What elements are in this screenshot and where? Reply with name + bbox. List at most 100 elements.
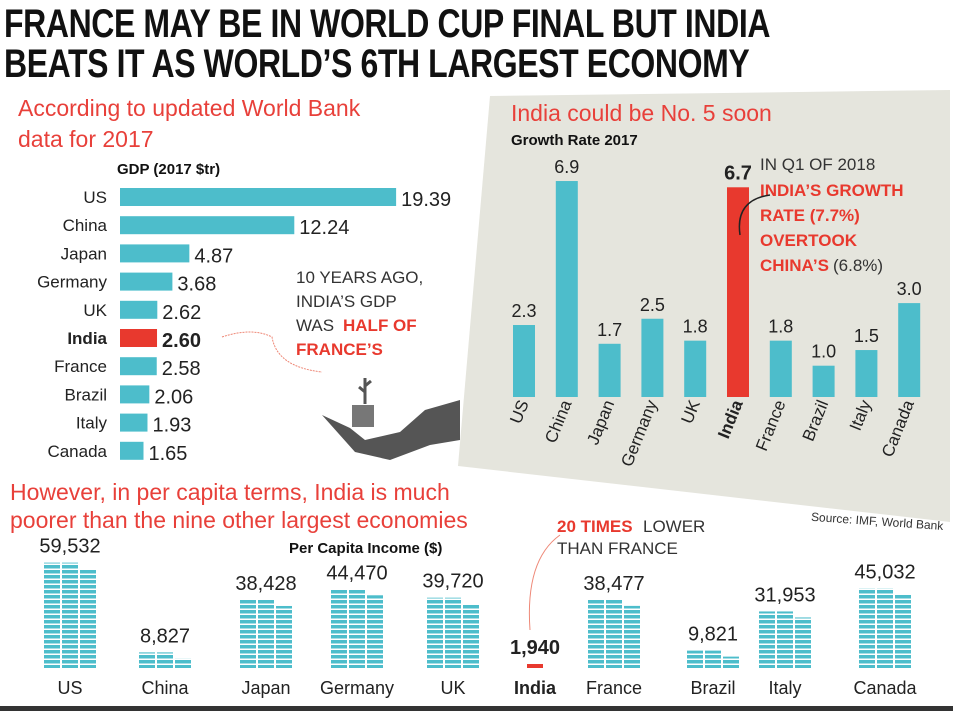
gdp-category-label: US [83,188,107,207]
growth-value-label: 1.5 [854,326,879,346]
per-capita-value-label: 9,821 [688,624,738,646]
per-capita-bar-japan [276,605,292,668]
per-capita-category-label: Germany [320,678,394,698]
growth-bar-india [727,187,749,397]
per-capita-annotation-c: THAN FRANCE [557,539,678,558]
per-capita-bar-china [157,652,173,668]
gdp-bar-france [120,357,157,376]
gdp-bar-india [120,329,158,347]
growth-bar-france [769,340,792,397]
per-capita-value-label: 38,477 [583,573,644,595]
gdp-annotation-line2: INDIA’S GDP [296,292,397,311]
growth-bar-canada [898,303,921,397]
per-capita-bar-france [624,605,640,668]
gdp-bar-germany [120,272,173,291]
gdp-annotation-line4: FRANCE’S [296,340,383,359]
growth-value-label: 6.7 [724,162,752,184]
per-capita-bar-japan [240,599,256,668]
per-capita-bar-uk [427,597,443,668]
per-capita-bar-france [588,599,604,668]
gdp-intro-line-1: According to updated World Bank [18,95,361,121]
gdp-bar-japan [120,244,190,263]
per-capita-category-label: Italy [768,678,801,698]
per-capita-bar-china [175,658,191,668]
per-capita-value-label: 59,532 [39,536,100,558]
growth-annotation-line4: OVERTOOK [760,231,858,250]
gdp-annotation-line1: 10 YEARS AGO, [296,268,423,287]
growth-annotation-line2: INDIA’S GROWTH [760,181,904,200]
per-capita-bar-france [606,599,622,668]
per-capita-bar-brazil [705,650,721,668]
growth-annotation-line1: IN Q1 OF 2018 [760,155,875,174]
growth-annotation-line5a: CHINA’S [760,256,829,275]
gdp-bar-canada [120,441,144,460]
per-capita-category-label: China [141,678,189,698]
per-capita-bar-us [44,562,60,668]
per-capita-bar-india [527,664,543,668]
growth-annotation-line5b: (6.8%) [833,256,883,275]
gdp-bar-italy [120,413,148,432]
headline-line-2: BEATS IT AS WORLD’S 6TH LARGEST ECONOMY [4,42,750,86]
growth-bar-japan [598,343,621,397]
growth-bar-italy [855,350,878,397]
per-capita-value-label: 38,428 [235,573,296,595]
per-capita-bar-germany [367,595,383,668]
per-capita-category-label: US [57,678,82,698]
growth-panel-background [458,90,950,522]
per-capita-category-label: Japan [241,678,290,698]
per-capita-bar-germany [349,589,365,668]
gdp-intro-line-2: data for 2017 [18,126,154,152]
per-capita-value-label: 1,940 [510,637,560,659]
bottom-border [0,706,953,711]
per-capita-bar-italy [759,611,775,668]
growth-bar-brazil [812,365,835,397]
gdp-value-label: 2.60 [162,330,201,352]
per-capita-bar-brazil [687,650,703,668]
per-capita-bar-uk [445,597,461,668]
gdp-value-label: 3.68 [177,274,216,296]
hand-with-plant-icon [322,378,460,460]
growth-chart-subtitle: Growth Rate 2017 [511,132,638,149]
per-capita-annotation-b: LOWER [643,517,705,536]
per-capita-value-label: 45,032 [854,561,915,583]
per-capita-arrow [528,534,561,631]
per-capita-bar-canada [877,588,893,668]
gdp-category-label: UK [83,301,107,320]
gdp-annotation-line3a: WAS [296,316,334,335]
gdp-value-label: 2.58 [162,358,201,380]
gdp-chart-title: GDP (2017 $tr) [117,161,220,178]
per-capita-category-label: Canada [853,678,917,698]
per-capita-category-label: India [514,678,557,698]
per-capita-annotation-a: 20 TIMES [557,517,633,536]
gdp-category-label: Canada [47,442,107,461]
growth-bar-us [513,325,535,397]
per-capita-value-label: 39,720 [422,571,483,593]
per-capita-value-label: 8,827 [140,625,190,647]
gdp-value-label: 2.62 [162,302,201,324]
gdp-bar-uk [120,300,158,319]
per-capita-intro-line-1: However, in per capita terms, India is m… [10,479,450,505]
gdp-category-label: India [67,329,107,348]
per-capita-bar-brazil [723,656,739,668]
gdp-category-label: Germany [37,273,107,292]
gdp-value-label: 1.65 [148,443,187,465]
per-capita-bar-canada [895,594,911,668]
growth-bar-uk [684,340,707,397]
growth-annotation-line3: RATE (7.7%) [760,206,860,225]
gdp-bar-brazil [120,385,150,404]
growth-value-label: 1.0 [811,342,836,362]
gdp-value-label: 1.93 [152,415,191,437]
growth-value-label: 2.5 [640,295,665,315]
growth-value-label: 6.9 [554,157,579,177]
per-capita-bar-uk [463,603,479,668]
per-capita-bar-canada [859,588,875,668]
per-capita-bar-japan [258,599,274,668]
per-capita-bar-china [139,652,155,668]
gdp-bar-us [120,188,397,206]
per-capita-bar-italy [795,617,811,668]
gdp-category-label: Italy [76,414,108,433]
gdp-category-label: Japan [61,244,107,263]
headline-line-1: FRANCE MAY BE IN WORLD CUP FINAL BUT IND… [4,2,771,46]
per-capita-chart-title: Per Capita Income ($) [289,540,442,557]
